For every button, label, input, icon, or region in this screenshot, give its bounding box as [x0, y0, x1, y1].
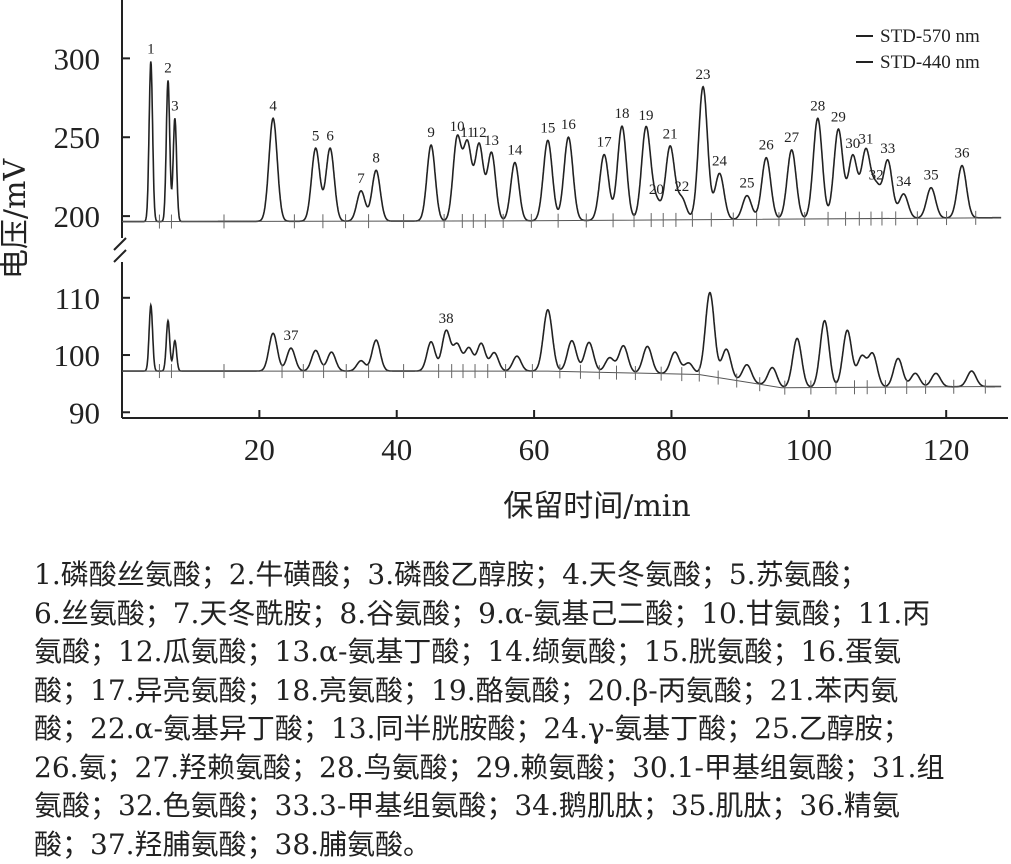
x-tick-label: 40	[381, 432, 412, 467]
y-tick-label: 100	[54, 338, 101, 373]
caption-line: 酸；17.异亮氨酸；18.亮氨酸；19.酪氨酸；20.β-丙氨酸；21.苯丙氨	[34, 672, 974, 711]
peak-label: 7	[357, 171, 365, 187]
caption-line: 1.磷酸丝氨酸；2.牛磺酸；3.磷酸乙醇胺；4.天冬氨酸；5.苏氨酸；	[34, 556, 974, 595]
peak-label: 13	[484, 133, 499, 149]
x-axis-label: 保留时间/min	[503, 489, 690, 524]
y-tick-label: 110	[55, 281, 100, 316]
peak-label: 1	[147, 42, 155, 58]
peak-label: 15	[540, 120, 555, 136]
caption-line: 酸；37.羟脯氨酸；38.脯氨酸。	[34, 826, 974, 864]
peak-label: 5	[312, 128, 320, 144]
series-line-440	[122, 293, 1001, 387]
peak-label: 19	[639, 108, 654, 124]
peak-label: 9	[427, 125, 435, 141]
peak-label: 33	[880, 141, 895, 157]
y-tick-label: 300	[54, 41, 101, 76]
peak-label: 28	[810, 98, 825, 114]
peak-label: 26	[759, 138, 775, 154]
peak-label: 17	[597, 135, 613, 151]
caption-line: 6.丝氨酸；7.天冬酰胺；8.谷氨酸；9.α-氨基己二酸；10.甘氨酸；11.丙	[34, 595, 974, 634]
caption-line: 26.氨；27.羟赖氨酸；28.鸟氨酸；29.赖氨酸；30.1-甲基组氨酸；31…	[34, 749, 974, 788]
peak-label: 3	[171, 98, 179, 114]
peak-label: 14	[507, 142, 523, 158]
peak-label: 27	[784, 130, 800, 146]
peak-label: 16	[561, 117, 577, 133]
peak-label: 8	[372, 150, 380, 166]
baseline-440	[122, 371, 1001, 388]
peak-label: 34	[896, 174, 912, 190]
x-tick-label: 120	[923, 432, 970, 467]
peak-label: 31	[858, 131, 873, 147]
peak-label: 25	[740, 176, 755, 192]
peak-label: 22	[674, 179, 689, 195]
peak-label: 23	[696, 67, 711, 83]
peak-label: 24	[712, 154, 728, 170]
y-tick-label: 90	[69, 395, 100, 430]
peak-label: 6	[326, 128, 334, 144]
peak-label: 29	[831, 109, 846, 125]
peak-label: 32	[869, 168, 884, 184]
axis-break-mark	[114, 238, 126, 250]
peak-label: 38	[439, 311, 454, 327]
y-tick-label: 250	[54, 120, 101, 155]
legend-label-570: STD-570 nm	[880, 26, 980, 47]
peak-label: 36	[954, 146, 970, 162]
peak-label: 21	[663, 127, 678, 143]
legend-label-440: STD-440 nm	[880, 52, 980, 73]
x-tick-label: 60	[519, 432, 550, 467]
x-tick-label: 20	[244, 432, 275, 467]
y-axis-label: 电压/mV	[0, 158, 33, 280]
peak-label: 4	[269, 98, 277, 114]
caption-line: 酸；22.α-氨基异丁酸；13.同半胱胺酸；24.γ-氨基丁酸；25.乙醇胺；	[34, 710, 974, 749]
baseline-570	[122, 218, 1001, 222]
y-tick-label: 200	[54, 199, 101, 234]
caption-line: 氨酸；32.色氨酸；33.3-甲基组氨酸；34.鹅肌肽；35.肌肽；36.精氨	[34, 787, 974, 826]
chromatogram-curves	[122, 62, 1001, 395]
peak-label: 2	[164, 60, 172, 76]
peak-label: 35	[924, 168, 939, 184]
figure-caption: 1.磷酸丝氨酸；2.牛磺酸；3.磷酸乙醇胺；4.天冬氨酸；5.苏氨酸； 6.丝氨…	[34, 556, 974, 864]
axis-break-mark	[114, 250, 126, 262]
legend: STD-570 nm STD-440 nm	[856, 26, 980, 73]
peak-label: 20	[649, 182, 664, 198]
x-tick-label: 100	[786, 432, 833, 467]
peak-label: 37	[283, 328, 299, 344]
caption-line: 氨酸；12.瓜氨酸；13.α-氨基丁酸；14.缬氨酸；15.胱氨酸；16.蛋氨	[34, 633, 974, 672]
peak-label: 18	[615, 106, 630, 122]
x-tick-label: 80	[656, 432, 687, 467]
